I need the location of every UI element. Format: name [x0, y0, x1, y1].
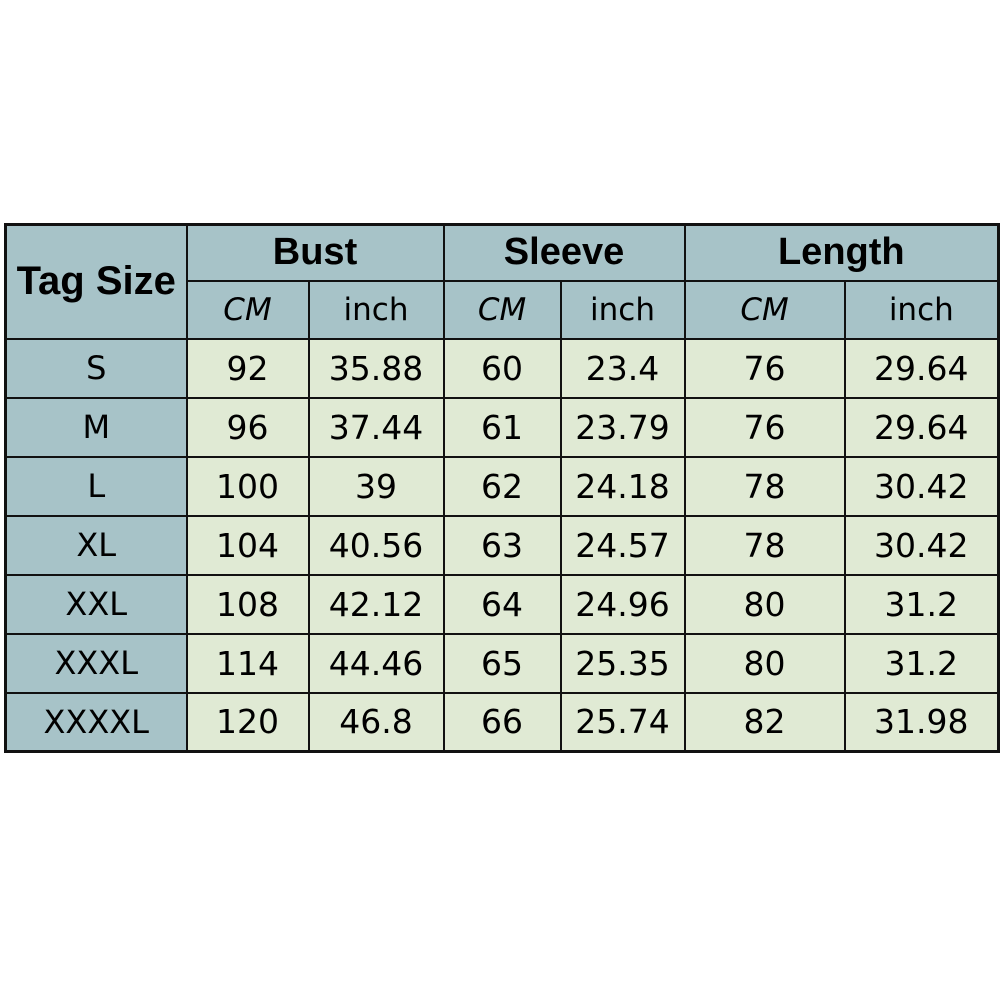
data-cell: 42.12: [307, 573, 445, 635]
data-cell: 35.88: [307, 337, 445, 399]
table-row: XXXXL 120 46.8 66 25.74 82 31.98: [4, 691, 1000, 753]
data-cell: 80: [683, 632, 846, 694]
data-cell: 60: [442, 337, 562, 399]
data-cell: 23.79: [559, 396, 686, 458]
unit-header-sleeve-inch: inch: [559, 279, 686, 340]
data-cell: 25.74: [559, 691, 686, 753]
group-header-row: Tag Size Bust Sleeve Length: [4, 223, 1000, 340]
data-cell: 96: [185, 396, 310, 458]
data-cell: 61: [442, 396, 562, 458]
data-cell: 104: [185, 514, 310, 576]
data-cell: 80: [683, 573, 846, 635]
data-cell: 78: [683, 455, 846, 517]
data-cell: 108: [185, 573, 310, 635]
data-cell: 24.57: [559, 514, 686, 576]
data-cell: 24.96: [559, 573, 686, 635]
data-cell: 76: [683, 396, 846, 458]
data-cell: 66: [442, 691, 562, 753]
data-cell: 31.2: [843, 573, 1000, 635]
size-label: S: [4, 337, 188, 399]
unit-header-row: CM inch CM inch CM inch: [6, 279, 1000, 340]
group-header-bust: Bust: [185, 223, 445, 282]
data-cell: 114: [185, 632, 310, 694]
data-cell: 120: [185, 691, 310, 753]
data-cell: 23.4: [559, 337, 686, 399]
data-cell: 29.64: [843, 337, 1000, 399]
group-header-length: Length: [683, 223, 1000, 282]
size-label: XL: [4, 514, 188, 576]
data-cell: 64: [442, 573, 562, 635]
data-cell: 44.46: [307, 632, 445, 694]
data-cell: 31.2: [843, 632, 1000, 694]
data-cell: 30.42: [843, 455, 1000, 517]
size-chart-table: Tag Size Bust Sleeve Length CM inch CM i…: [4, 223, 1001, 753]
data-cell: 65: [442, 632, 562, 694]
data-cell: 40.56: [307, 514, 445, 576]
data-cell: 100: [185, 455, 310, 517]
data-cell: 78: [683, 514, 846, 576]
table-row: XL 104 40.56 63 24.57 78 30.42: [4, 514, 1000, 576]
unit-header-sleeve-cm: CM: [442, 279, 562, 340]
size-label: XXXL: [4, 632, 188, 694]
data-cell: 31.98: [843, 691, 1000, 753]
data-cell: 37.44: [307, 396, 445, 458]
data-cell: 63: [442, 514, 562, 576]
unit-header-length-inch: inch: [843, 279, 1000, 340]
data-cell: 29.64: [843, 396, 1000, 458]
size-label: M: [4, 396, 188, 458]
data-cell: 39: [307, 455, 445, 517]
data-cell: 62: [442, 455, 562, 517]
data-cell: 24.18: [559, 455, 686, 517]
table-row: M 96 37.44 61 23.79 76 29.64: [4, 396, 1000, 458]
table-row: S 92 35.88 60 23.4 76 29.64: [4, 337, 1000, 399]
table-row: L 100 39 62 24.18 78 30.42: [4, 455, 1000, 517]
size-label: L: [4, 455, 188, 517]
group-header-sleeve: Sleeve: [442, 223, 686, 282]
data-cell: 25.35: [559, 632, 686, 694]
table-row: XXL 108 42.12 64 24.96 80 31.2: [4, 573, 1000, 635]
data-cell: 76: [683, 337, 846, 399]
data-cell: 92: [185, 337, 310, 399]
corner-header-tag-size: Tag Size: [4, 223, 188, 340]
table-row: XXXL 114 44.46 65 25.35 80 31.2: [4, 632, 1000, 694]
unit-header-bust-cm: CM: [185, 279, 310, 340]
size-label: XXL: [4, 573, 188, 635]
unit-header-length-cm: CM: [683, 279, 846, 340]
data-cell: 46.8: [307, 691, 445, 753]
size-label: XXXXL: [4, 691, 188, 753]
data-cell: 30.42: [843, 514, 1000, 576]
data-cell: 82: [683, 691, 846, 753]
unit-header-bust-inch: inch: [307, 279, 445, 340]
